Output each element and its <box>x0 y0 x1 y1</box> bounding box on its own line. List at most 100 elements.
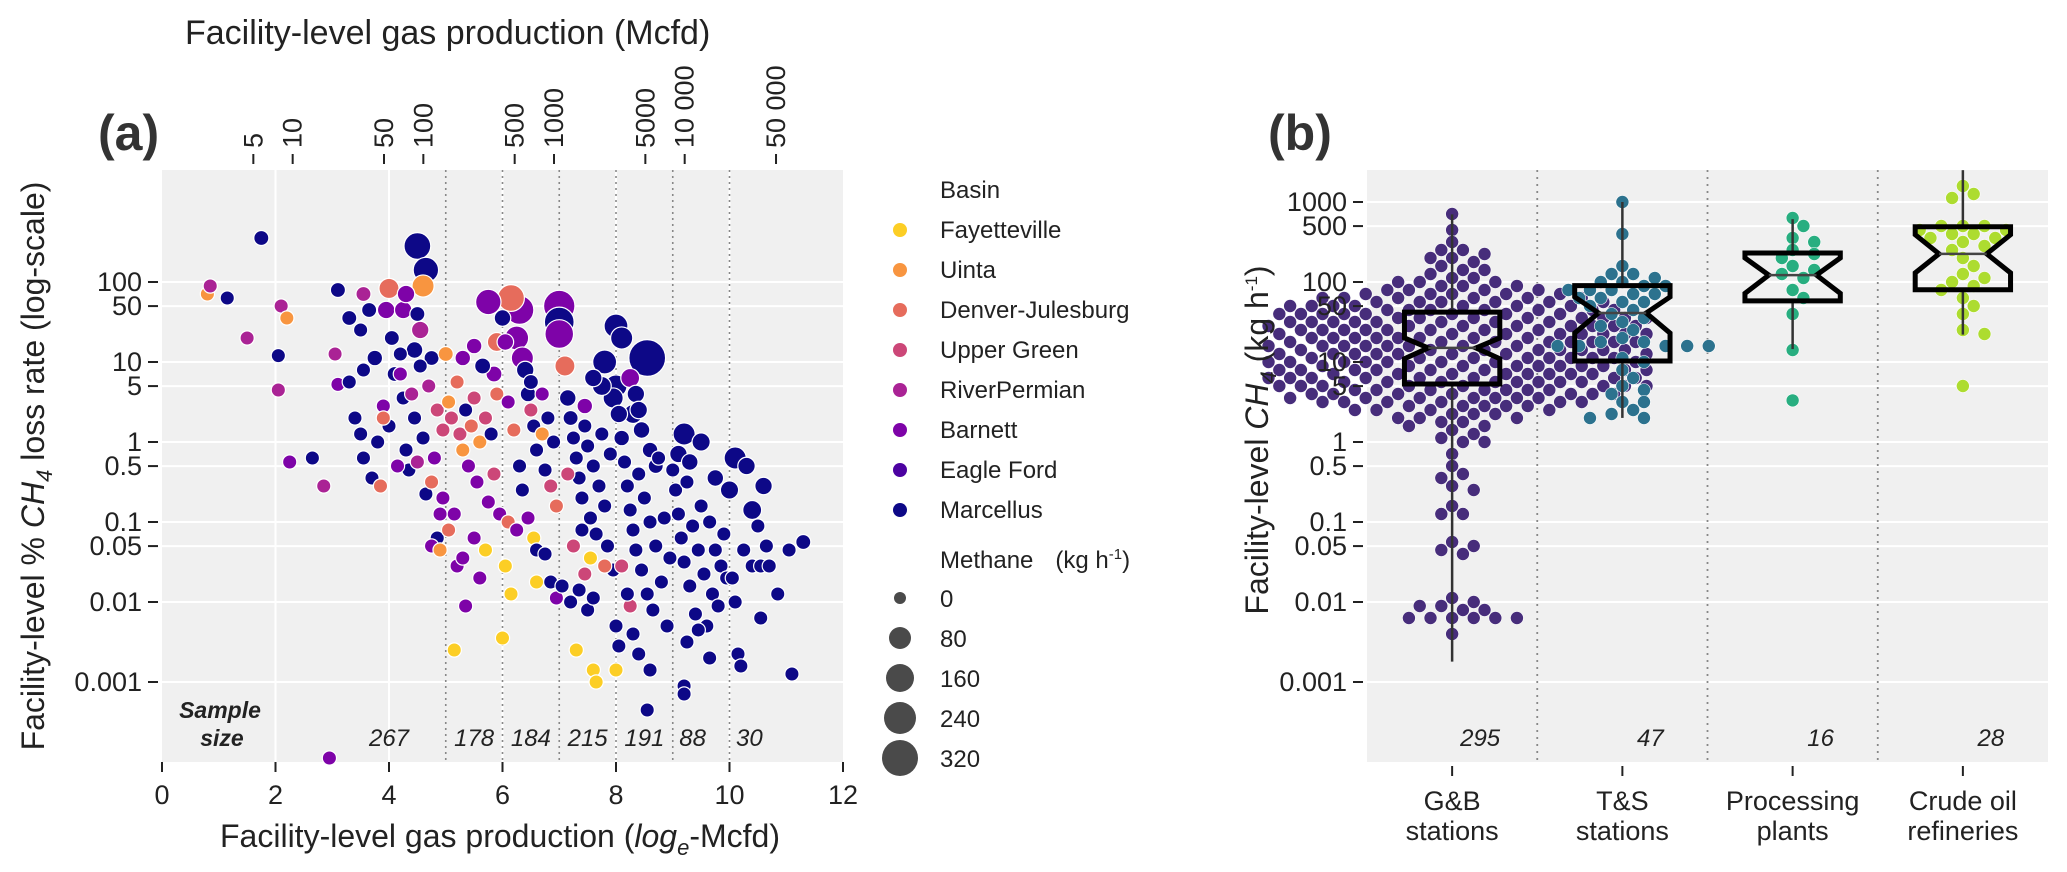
notched-box <box>1572 283 1673 364</box>
data-point-barnett <box>544 319 575 349</box>
data-point-marcellus <box>405 341 424 359</box>
sample-size-value: 184 <box>511 725 551 752</box>
data-point-marcellus <box>341 374 357 390</box>
data-point-denver-julesburg <box>463 418 479 434</box>
sample-size-value: 215 <box>567 725 609 752</box>
swarm-point <box>1520 331 1535 345</box>
data-point-marcellus <box>619 478 636 494</box>
swarm-point <box>1358 287 1373 301</box>
data-point-barnett <box>534 386 550 402</box>
swarm-point <box>1977 271 1992 285</box>
data-point-marcellus <box>676 686 692 702</box>
swarm-point <box>1326 299 1341 313</box>
swarm-point <box>1488 407 1503 421</box>
data-point-marcellus <box>568 450 584 466</box>
swarm-point <box>1785 393 1800 408</box>
swarm-point <box>1956 379 1970 393</box>
data-point-marcellus <box>758 538 775 554</box>
legend-size-label: 80 <box>940 626 967 653</box>
x-axis-b: G&BstationsT&SstationsProcessingplantsCr… <box>1406 766 2018 846</box>
data-point-marcellus <box>679 474 695 490</box>
swarm-point <box>1520 311 1535 325</box>
swarm-point <box>1380 323 1395 337</box>
legend-size-marker <box>886 664 914 692</box>
category-label: refineries <box>1907 816 2018 846</box>
data-point-marcellus <box>352 322 369 338</box>
data-point-fayetteville <box>528 574 545 590</box>
category-label: T&S <box>1596 786 1649 816</box>
legend-marker-upper-green <box>893 343 907 357</box>
swarm-point <box>1520 367 1535 381</box>
swarm-point <box>1466 255 1481 269</box>
swarm-point <box>1520 291 1535 305</box>
data-point-fayetteville <box>568 642 584 658</box>
swarm-point <box>1456 359 1470 373</box>
data-point-marcellus <box>253 229 270 247</box>
data-point-riverpermian <box>410 320 430 340</box>
swarm-point <box>1615 295 1630 309</box>
swarm-point <box>1466 427 1481 441</box>
swarm-point <box>1369 295 1384 309</box>
legend-size-label: 0 <box>940 586 953 613</box>
x-tick-label: 12 <box>828 780 858 810</box>
data-point-denver-julesburg <box>440 522 457 538</box>
swarm-point <box>1348 331 1362 345</box>
swarm-point <box>1434 355 1449 369</box>
swarm-point <box>1477 263 1492 277</box>
swarm-point <box>1391 387 1405 401</box>
data-point-marcellus <box>403 232 432 260</box>
data-point-denver-julesburg <box>449 374 465 390</box>
swarm-point <box>1358 339 1373 353</box>
legend-label-uinta: Uinta <box>940 257 997 284</box>
swarm-point <box>1604 387 1619 401</box>
data-point-uinta <box>472 434 488 450</box>
swarm-point <box>1477 247 1492 261</box>
y-tick-label: 0.1 <box>1309 507 1347 537</box>
swarm-point <box>1315 291 1330 305</box>
swarm-point <box>1796 219 1811 233</box>
data-point-marcellus <box>673 530 689 546</box>
swarm-point <box>1637 335 1651 349</box>
swarm-point <box>1412 391 1427 405</box>
top-tick-label: 5 <box>238 133 268 148</box>
swarm-point <box>1412 599 1427 613</box>
swarm-point <box>1466 611 1481 625</box>
data-point-upper-green <box>560 466 576 482</box>
data-point-marcellus <box>613 429 631 447</box>
swarm-point <box>1380 283 1395 297</box>
y-axis-title-a: Facility-level % CH4 loss rate (log-scal… <box>15 182 57 751</box>
swarm-point <box>1637 395 1651 409</box>
data-point-marcellus <box>622 502 638 518</box>
swarm-point <box>1337 355 1351 369</box>
data-point-marcellus <box>355 362 372 378</box>
data-point-barnett <box>432 506 448 522</box>
swarm-point <box>1966 187 1981 201</box>
data-point-marcellus <box>457 402 474 418</box>
data-point-marcellus <box>574 522 590 538</box>
y-tick-label: 50 <box>112 291 142 321</box>
swarm-point <box>1550 339 1565 353</box>
swarm-point <box>1272 327 1287 341</box>
swarm-point <box>1626 303 1640 317</box>
data-point-denver-julesburg <box>372 478 389 494</box>
x-tick-label: 2 <box>268 780 283 810</box>
data-point-marcellus <box>554 578 570 594</box>
swarm-point <box>1283 355 1297 369</box>
swarm-point <box>1542 295 1557 309</box>
swarm-point <box>1434 395 1449 409</box>
swarm-point <box>1593 291 1608 305</box>
swarm-point <box>1337 307 1351 321</box>
data-point-marcellus <box>724 570 741 586</box>
swarm-point <box>1412 411 1427 425</box>
swarm-point <box>1966 299 1981 313</box>
data-point-marcellus <box>412 358 428 374</box>
swarm-point <box>1542 383 1557 397</box>
data-point-marcellus <box>750 518 766 534</box>
top-tick-label: 10 <box>278 118 308 148</box>
notched-box <box>1912 224 2014 293</box>
swarm-point <box>1434 507 1449 521</box>
data-point-uinta <box>534 426 550 442</box>
data-point-upper-green <box>543 478 559 494</box>
data-point-barnett <box>500 394 516 410</box>
data-point-upper-green <box>466 390 482 406</box>
